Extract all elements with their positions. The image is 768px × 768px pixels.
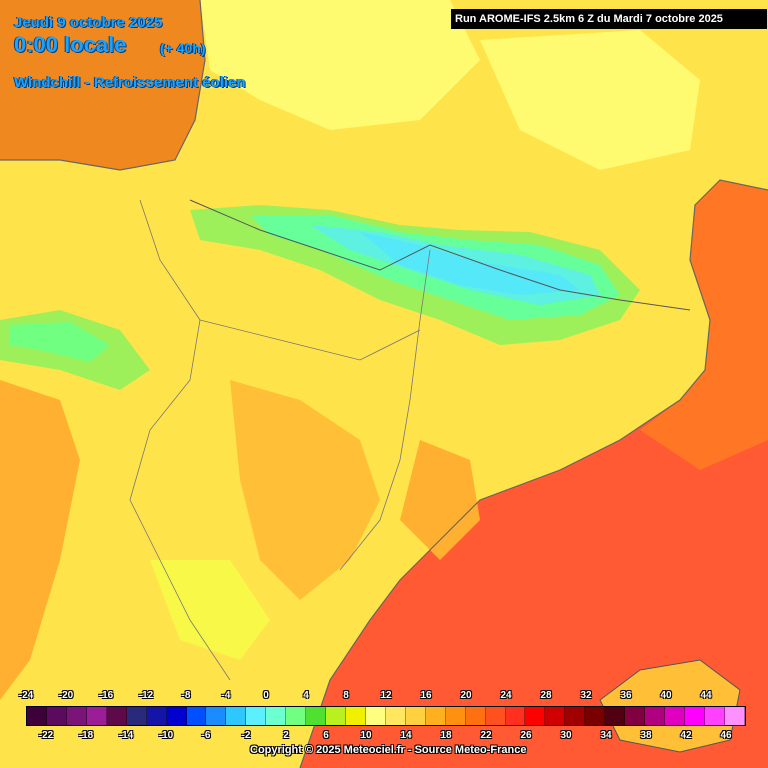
legend-swatch (66, 707, 87, 725)
legend-swatch (27, 707, 47, 725)
legend-swatch (365, 707, 386, 725)
legend-top-label: 40 (660, 690, 672, 701)
legend-swatch (605, 707, 626, 725)
legend-swatch (565, 707, 586, 725)
legend-swatch (724, 707, 745, 725)
bay-of-biscay (0, 0, 205, 170)
legend-top-label: 16 (420, 690, 432, 701)
legend-top-label: 44 (700, 690, 712, 701)
legend-swatch (445, 707, 466, 725)
legend-top-label: -20 (58, 690, 74, 701)
legend-swatch (385, 707, 406, 725)
legend-bottom-label: 26 (520, 730, 532, 741)
legend-bottom-label: 42 (680, 730, 692, 741)
legend-swatch (246, 707, 267, 725)
legend-top-label: 32 (580, 690, 592, 701)
legend-swatch (704, 707, 725, 725)
legend-top-label: 4 (303, 690, 309, 701)
legend-swatch (306, 707, 327, 725)
legend-bottom-label: 30 (560, 730, 572, 741)
legend-swatch (545, 707, 566, 725)
legend-top-label: 20 (460, 690, 472, 701)
legend-swatch (146, 707, 167, 725)
legend-swatch (625, 707, 646, 725)
legend-bottom-label: 6 (323, 730, 329, 741)
legend-bottom-label: 10 (360, 730, 372, 741)
legend-swatch (186, 707, 207, 725)
legend-swatch (665, 707, 685, 725)
legend-swatch (126, 707, 147, 725)
legend-swatch (326, 707, 346, 725)
legend-bottom-label: -10 (158, 730, 174, 741)
legend-swatch (206, 707, 227, 725)
legend-swatch (166, 707, 187, 725)
legend-swatch (46, 707, 67, 725)
legend-swatch (485, 707, 506, 725)
legend-top-label: 12 (380, 690, 392, 701)
legend-swatch (585, 707, 606, 725)
legend-top-label: 28 (540, 690, 552, 701)
legend-swatch (286, 707, 307, 725)
legend-top-label: 24 (500, 690, 512, 701)
forecast-time: 0:00 locale (14, 32, 127, 57)
legend-top-label: 8 (343, 690, 349, 701)
legend-top-label: 0 (263, 690, 269, 701)
legend-top-label: -4 (221, 690, 231, 701)
legend-swatch (645, 707, 665, 725)
legend-bottom-label: 22 (480, 730, 492, 741)
legend-swatch (684, 707, 705, 725)
color-scale-legend: -24 -20 -16 -12 -8 -4 0 4 8 12 16 20 24 28 32 36 40 44 -22… (0, 684, 768, 768)
product-title: Windchill - Refroissement éolien (14, 74, 246, 91)
legend-swatch (226, 707, 247, 725)
legend-top-label: -16 (98, 690, 114, 701)
legend-swatch (505, 707, 526, 725)
legend-bottom-label: 2 (283, 730, 289, 741)
legend-bottom-label: 46 (720, 730, 732, 741)
legend-bottom-label: -14 (118, 730, 134, 741)
legend-bottom-label: -22 (38, 730, 54, 741)
legend-swatch (266, 707, 287, 725)
legend-bottom-label: 38 (640, 730, 652, 741)
legend-bottom-label: -18 (78, 730, 94, 741)
forecast-date: Jeudi 9 octobre 2025 (14, 14, 163, 31)
legend-top-label: -8 (181, 690, 191, 701)
forecast-lead-time: (+ 40h) (160, 40, 206, 56)
legend-swatch (425, 707, 446, 725)
legend-bottom-label: 34 (600, 730, 612, 741)
legend-swatch (405, 707, 426, 725)
legend-swatch (465, 707, 486, 725)
mediterranean-sea (300, 180, 768, 768)
legend-top-label: 36 (620, 690, 632, 701)
copyright-text: Copyright © 2025 Meteociel.fr - Source M… (250, 744, 527, 756)
legend-swatch (525, 707, 546, 725)
legend-top-label: -24 (18, 690, 34, 701)
legend-bottom-label: -2 (241, 730, 251, 741)
run-banner: Run AROME-IFS 2.5km 6 Z du Mardi 7 octob… (451, 9, 767, 29)
legend-bottom-label: -6 (201, 730, 211, 741)
legend-swatch (86, 707, 107, 725)
legend-bottom-label: 14 (400, 730, 412, 741)
legend-swatches (26, 706, 746, 726)
legend-swatch (346, 707, 366, 725)
legend-swatch (106, 707, 127, 725)
legend-top-label: -12 (138, 690, 154, 701)
legend-bottom-label: 18 (440, 730, 452, 741)
